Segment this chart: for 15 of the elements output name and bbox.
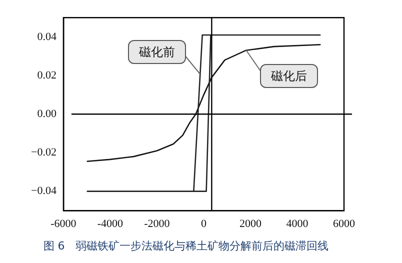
x-tick-label: 4000 [286, 218, 309, 230]
x-tick-label: 6000 [333, 218, 356, 230]
y-tick-label: −0.04 [30, 185, 57, 198]
x-tick-label: -2000 [144, 218, 170, 230]
y-tick-label: 0.02 [37, 69, 56, 82]
y-tick-label: 0.00 [37, 108, 57, 120]
x-tick-label: 2000 [239, 218, 262, 230]
text: 图 6 弱磁铁矿一步法磁化与稀土矿物分解前后的磁滞回线 [43, 239, 329, 252]
x-tick-label: -4000 [97, 218, 124, 230]
x-tick-label: -6000 [50, 218, 77, 230]
text: 磁化前 [139, 44, 176, 61]
x-tick-label: 0 [200, 218, 207, 230]
series-label: 磁化后 [270, 68, 307, 85]
y-tick-label: 0.04 [37, 30, 57, 43]
y-tick-label: −0.02 [30, 146, 56, 159]
